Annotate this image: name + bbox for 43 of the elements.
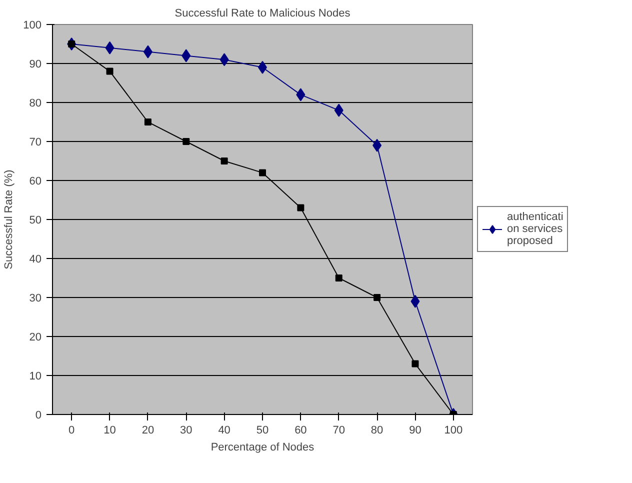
x-tick-label: 30 — [180, 424, 192, 436]
x-tick-label: 80 — [370, 424, 384, 436]
x-tick-label: 50 — [256, 424, 269, 436]
y-tick-label: 90 — [29, 58, 42, 70]
x-tick-label: 60 — [294, 424, 307, 436]
point — [106, 68, 114, 75]
y-tick-label: 10 — [29, 370, 42, 382]
y-tick-label: 80 — [29, 98, 42, 110]
point — [296, 88, 306, 102]
point — [334, 104, 344, 117]
point — [410, 294, 420, 308]
point — [182, 138, 190, 145]
point — [182, 49, 191, 62]
y-tick-label: 20 — [29, 332, 42, 344]
point — [143, 45, 152, 58]
y-tick-label: 30 — [29, 292, 42, 304]
point — [220, 53, 229, 66]
y-axis-title: Successful Rate (%) — [3, 170, 16, 270]
point — [220, 158, 228, 164]
y-tick-label: 40 — [29, 254, 42, 266]
y-tick-label: 50 — [29, 214, 42, 226]
x-tick-label: 40 — [218, 424, 230, 436]
x-axis-title: Percentage of Nodes — [210, 442, 315, 454]
point — [144, 118, 152, 126]
x-tick-label: 0 — [68, 424, 75, 436]
x-tick-label: 20 — [142, 424, 154, 436]
y-tick-label: 70 — [29, 136, 42, 148]
legend-label: authenticati on services proposed — [507, 210, 564, 246]
point — [297, 204, 304, 212]
point — [374, 294, 381, 301]
y-tick-label: 0 — [35, 410, 42, 422]
x-tick-label: 90 — [409, 424, 422, 436]
x-tick-label: 10 — [104, 424, 116, 436]
y-tick-label: 100 — [23, 20, 42, 32]
point — [372, 138, 382, 152]
x-tick-label: 70 — [332, 424, 345, 436]
point — [259, 169, 266, 176]
y-tick-label: 60 — [29, 176, 42, 188]
point — [412, 360, 419, 368]
point — [105, 41, 114, 54]
point — [335, 274, 342, 282]
x-tick-label: 100 — [444, 424, 463, 436]
chart-title: Successful Rate to Malicious Nodes — [174, 8, 351, 20]
